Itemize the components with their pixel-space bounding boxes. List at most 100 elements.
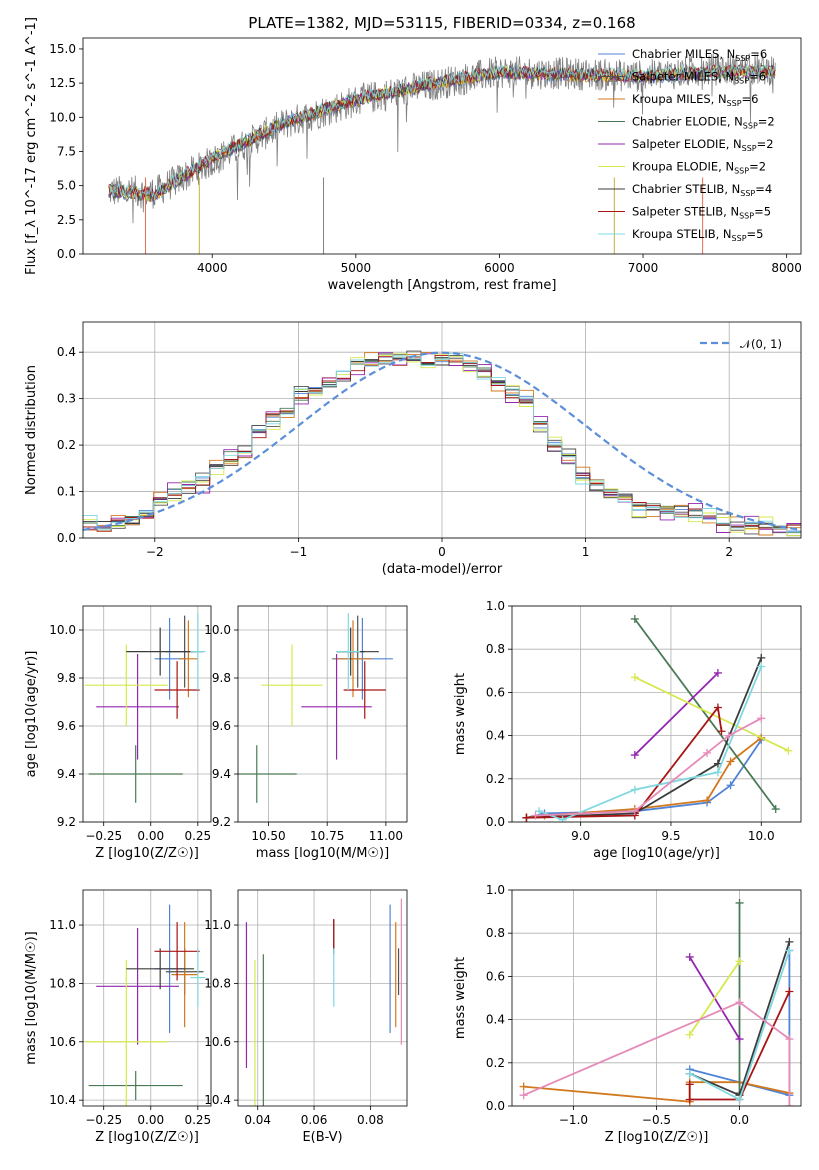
weight-point-marker	[685, 1095, 694, 1104]
legend-subscript: SSP	[743, 122, 758, 131]
legend-entry: Salpeter MILES, NSSP=6	[632, 70, 766, 86]
model-spectrum-line	[108, 65, 776, 202]
legend-label: Salpeter MILES, N	[632, 70, 734, 84]
legend-subscript: SSP	[735, 54, 750, 63]
age-Z-chart: −0.25 0.00 0.25 9.2 9.4 9.6 9.8 10.0 Z [log10(Z/…	[24, 605, 212, 861]
weight-point-marker	[771, 805, 780, 814]
weight-point-marker	[519, 1082, 528, 1091]
legend-entry: Kroupa ELODIE, NSSP=2	[632, 160, 766, 176]
y-tick-label: 9.2	[57, 815, 76, 829]
weight-point-marker	[726, 757, 735, 766]
mass-Z-plot-area	[84, 904, 206, 1106]
y-tick-label: 0.2	[57, 438, 76, 452]
axes-frame	[82, 889, 212, 1107]
histogram-series	[83, 353, 801, 533]
weight-series-line	[634, 618, 777, 810]
weight-series-line	[689, 950, 791, 1097]
x-tick-label: 8000	[771, 261, 802, 275]
y-tick-label: 10.6	[204, 1035, 231, 1049]
mass-weight-age-chart: 9.0 9.5 10.0 0.0 0.2 0.4 0.6 0.8 1.0 age [log10(a…	[453, 599, 802, 861]
spectrum-chart: 4000 5000 6000 7000 8000 0.0 2.5 5.0 7.5 10.0 12.5…	[24, 14, 802, 293]
legend-subscript: SSP	[739, 212, 754, 221]
y-tick-label: 10.0	[49, 110, 76, 124]
weight-series-line	[688, 960, 741, 1036]
histogram-series	[83, 353, 801, 537]
legend-count: =6	[750, 47, 767, 61]
weight-point-marker	[717, 727, 726, 736]
weight-point-marker	[519, 1091, 528, 1100]
y-tick-label: 9.8	[212, 671, 231, 685]
legend-label: Chabrier ELODIE, N	[632, 115, 743, 129]
weight-point-marker	[757, 653, 766, 662]
legend-entry: 𝒩(0, 1)	[740, 337, 782, 351]
x-tick-label: 0.25	[184, 1113, 211, 1127]
weight-series-line	[526, 657, 763, 819]
weight-point-marker	[630, 673, 639, 682]
x-tick-label: −0.25	[85, 829, 122, 843]
legend-entry: Chabrier ELODIE, NSSP=2	[632, 115, 775, 131]
legend-subscript: SSP	[727, 99, 742, 108]
legend-count: =2	[749, 160, 766, 174]
model-spectrum-line	[108, 64, 776, 201]
y-tick-label: 0.6	[486, 969, 505, 983]
x-axis-label: mass [log10(M/M☉)]	[256, 846, 389, 861]
weight-series-line	[526, 737, 762, 819]
weight-point-marker	[685, 1030, 694, 1039]
x-axis-label: age [log10(age/yr)]	[593, 846, 720, 861]
histogram-series	[83, 357, 801, 528]
y-tick-label: 9.8	[57, 671, 76, 685]
legend-entry: Salpeter ELODIE, NSSP=2	[632, 137, 774, 153]
x-tick-label: 5000	[341, 261, 372, 275]
y-tick-label: 5.0	[57, 179, 76, 193]
axes-frame	[237, 605, 408, 823]
y-tick-label: 0.2	[486, 1056, 505, 1070]
weight-series-line	[526, 739, 763, 819]
legend-count: =2	[757, 137, 774, 151]
legend-subscript: SSP	[734, 167, 749, 176]
x-tick-label: 10.75	[310, 829, 344, 843]
y-tick-label: 9.2	[212, 815, 231, 829]
legend-label: Kroupa MILES, N	[632, 92, 727, 106]
weight-point-marker	[735, 957, 744, 966]
y-tick-label: 9.6	[57, 719, 76, 733]
chart-title: PLATE=1382, MJD=53115, FIBERID=0334, z=0…	[248, 14, 635, 32]
model-spectrum-line	[108, 63, 776, 199]
weight-point-marker	[630, 751, 639, 760]
legend-label: Kroupa ELODIE, N	[632, 160, 734, 174]
weight-series-line	[634, 676, 789, 752]
y-tick-label: 10.0	[49, 623, 76, 637]
weight-point-marker	[531, 811, 540, 820]
legend-count: =2	[758, 115, 775, 129]
x-tick-label: 11.00	[369, 829, 403, 843]
y-axis-label: mass weight	[453, 673, 468, 755]
weight-point-marker	[785, 937, 794, 946]
weight-point-marker	[713, 768, 722, 777]
weight-point-marker	[630, 807, 639, 816]
y-tick-label: 10.6	[49, 1035, 76, 1049]
x-tick-label: 1	[582, 545, 590, 559]
legend-count: =6	[742, 92, 759, 106]
y-tick-label: 9.4	[57, 767, 76, 781]
legend-label: Chabrier STELIB, N	[632, 182, 740, 196]
mass-weight-Z-plot-area	[519, 898, 794, 1106]
x-tick-label: 7000	[628, 261, 659, 275]
legend-label: Salpeter ELODIE, N	[632, 137, 742, 151]
weight-point-marker	[724, 731, 733, 740]
y-tick-label: 0.6	[486, 685, 505, 699]
x-tick-label: 0.00	[137, 1113, 164, 1127]
y-tick-label: 0.0	[486, 815, 505, 829]
y-tick-label: 10.8	[204, 976, 231, 990]
age-Z-plot-area	[84, 613, 206, 803]
weight-point-marker	[757, 714, 766, 723]
x-axis-label: Z [log10(Z/Z☉)]	[95, 1130, 199, 1145]
y-axis-label: age [log10(age/yr)]	[24, 651, 39, 778]
legend-subscript: SSP	[742, 144, 757, 153]
y-tick-label: 10.4	[49, 1093, 76, 1107]
y-tick-label: 1.0	[486, 883, 505, 897]
legend-entry: Chabrier STELIB, NSSP=4	[632, 182, 772, 198]
x-tick-label: −0.5	[642, 1113, 671, 1127]
weight-point-marker	[785, 987, 794, 996]
x-axis-label: E(B-V)	[302, 1130, 342, 1145]
weight-point-marker	[703, 748, 712, 757]
